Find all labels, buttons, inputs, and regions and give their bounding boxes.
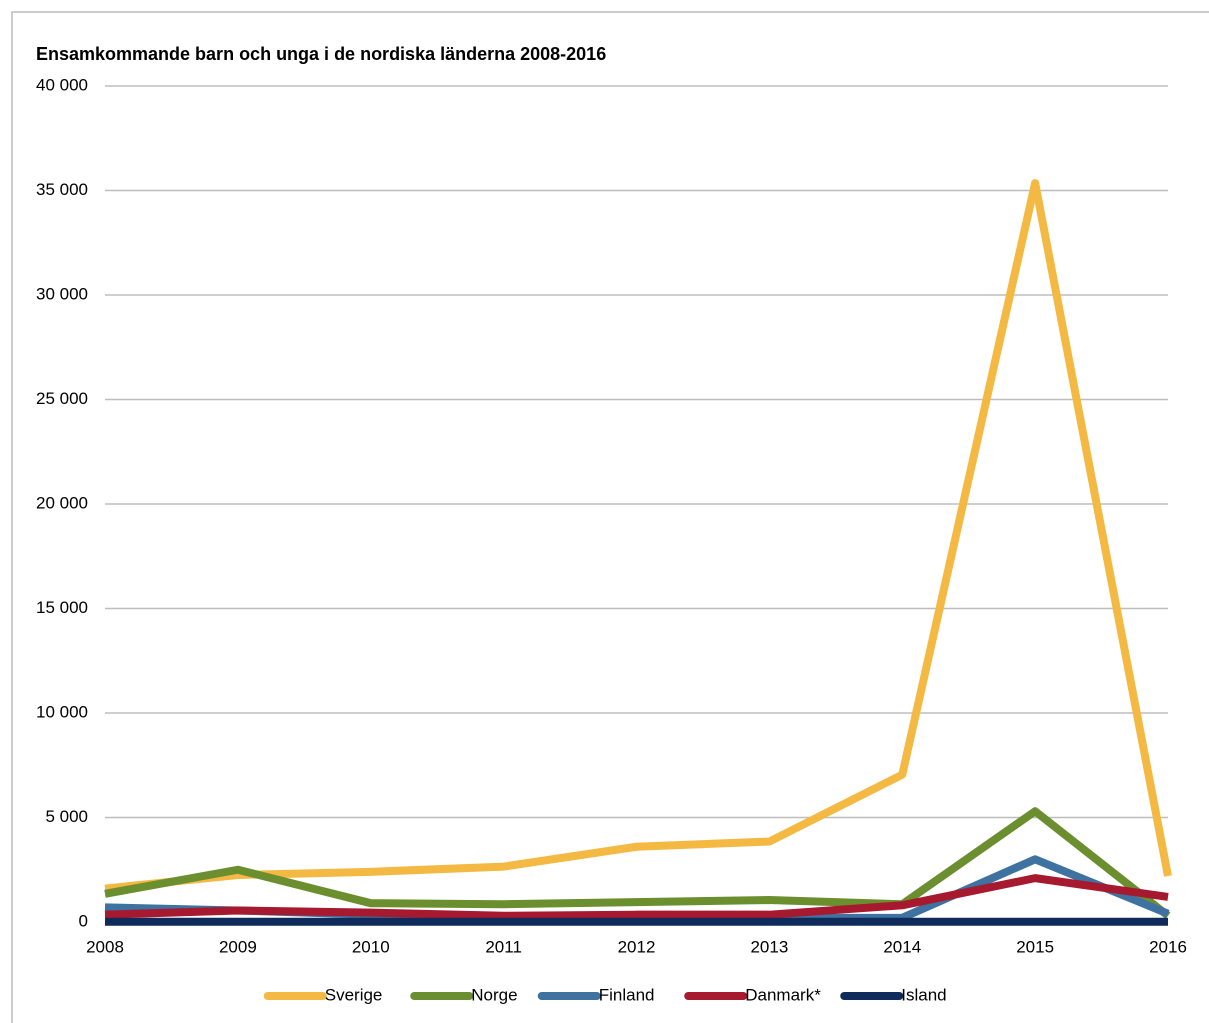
x-tick-label: 2014 — [883, 937, 921, 956]
x-tick-label: 2015 — [1016, 937, 1054, 956]
y-tick-label: 0 — [79, 911, 88, 930]
y-tick-label: 40 000 — [36, 75, 88, 94]
y-tick-label: 20 000 — [36, 493, 88, 512]
x-tick-label: 2011 — [485, 937, 522, 956]
series-line — [104, 807, 1171, 919]
y-tick-label: 5 000 — [45, 807, 88, 826]
legend-label: Finland — [599, 985, 655, 1004]
series-line — [104, 179, 1172, 893]
y-tick-label: 15 000 — [36, 598, 88, 617]
x-tick-label: 2013 — [750, 937, 788, 956]
series-line — [104, 874, 1169, 920]
legend-label: Danmark* — [745, 985, 821, 1004]
y-tick-label: 35 000 — [36, 180, 88, 199]
x-tick-label: 2012 — [618, 937, 656, 956]
legend-label: Sverige — [325, 985, 383, 1004]
chart-title: Ensamkommande barn och unga i de nordisk… — [36, 44, 606, 64]
frame — [11, 11, 1209, 1023]
legend-label: Island — [901, 985, 946, 1004]
legend-label: Norge — [471, 985, 517, 1004]
x-tick-label: 2010 — [352, 937, 390, 956]
x-tick-label: 2008 — [86, 937, 124, 956]
x-tick-label: 2009 — [219, 937, 257, 956]
x-tick-label: 2016 — [1149, 937, 1187, 956]
y-tick-label: 25 000 — [36, 389, 88, 408]
y-tick-label: 30 000 — [36, 284, 88, 303]
y-tick-label: 10 000 — [36, 702, 88, 721]
